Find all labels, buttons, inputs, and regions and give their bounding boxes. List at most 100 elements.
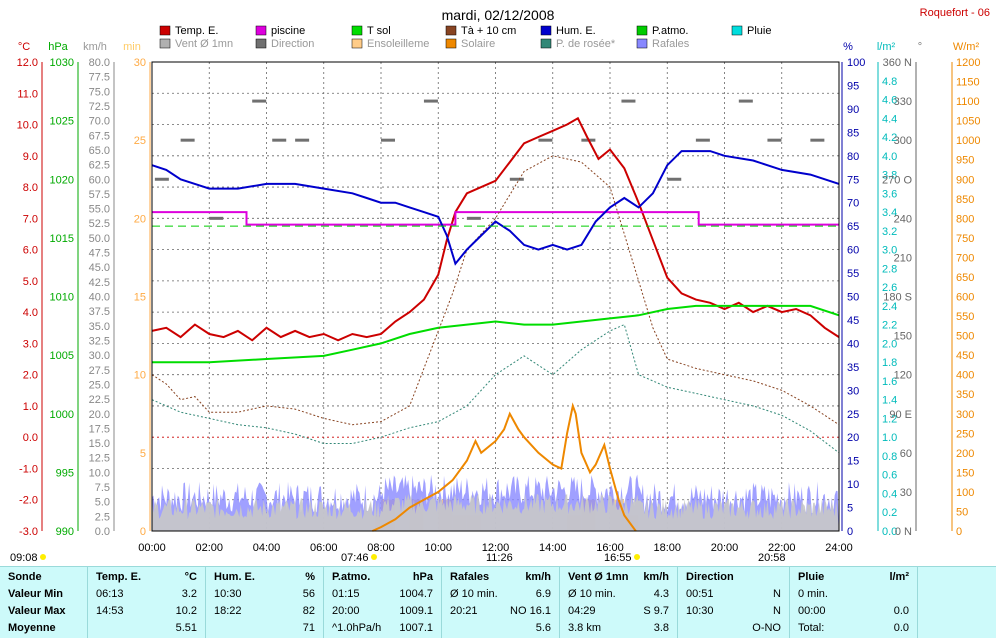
series-line-t-sol xyxy=(152,304,840,364)
wind-tick-label: 27.5 xyxy=(89,365,110,377)
solar-tick-label: 500 xyxy=(956,331,974,343)
dir-axis-unit: ° xyxy=(918,41,922,53)
stats-rain-title: Pluie xyxy=(798,571,825,583)
sunset-label: 16:55 xyxy=(604,552,632,564)
solar-axis-unit: W/m² xyxy=(953,41,980,53)
stats-rain-unit: l/m² xyxy=(889,571,909,583)
wind-tick-label: 2.5 xyxy=(95,511,110,523)
patm-tick-label: 990 xyxy=(56,526,74,538)
patm-axis-unit: hPa xyxy=(48,41,68,53)
wind-tick-label: 20.0 xyxy=(89,409,110,421)
temp-tick-label: -2.0 xyxy=(19,495,38,507)
stats-col-gust: Rafales km/h Ø 10 min. 6.9 20:21 NO 16.1 5.6 xyxy=(442,567,560,638)
hum-tick-label: 50 xyxy=(847,292,859,304)
stats-patm-value: 1009.1 xyxy=(399,605,433,617)
stats-col-sonde: Sonde Valeur Min Valeur Max Moyenne xyxy=(0,567,88,638)
stats-patm-value: 1004.7 xyxy=(399,588,433,600)
stats-rain-value: 0.0 xyxy=(893,622,909,634)
rain-tick-label: 0.2 xyxy=(882,507,897,519)
transit-label: 11:26 xyxy=(486,552,513,564)
patm-tick-label: 1015 xyxy=(50,233,74,245)
hum-tick-label: 60 xyxy=(847,245,859,257)
wind-tick-label: 52.5 xyxy=(89,218,110,230)
stats-patm-value: 1007.1 xyxy=(399,622,433,634)
legend-label: Vent Ø 1mn xyxy=(175,38,233,50)
rain-tick-label: 4.2 xyxy=(882,132,897,144)
solar-tick-label: 900 xyxy=(956,174,974,186)
axes: 12.0 11.0 10.0 9.0 8.0 7.0 6.0 5.0 4.0 3.0 2.0 1.0 0… xyxy=(17,57,981,554)
rain-tick-label: 2.4 xyxy=(882,301,897,313)
rain-tick-label: 0.8 xyxy=(882,451,897,463)
wind-areas xyxy=(152,474,839,531)
wind-area xyxy=(152,493,839,531)
hum-tick-label: 80 xyxy=(847,151,859,163)
stats-dir-value: N xyxy=(773,588,781,600)
sunshine-tick-label: 15 xyxy=(134,292,146,304)
hum-tick-label: 15 xyxy=(847,456,859,468)
dir-tick-label: 120 xyxy=(894,370,912,382)
solar-tick-label: 250 xyxy=(956,428,974,440)
solar-tick-label: 300 xyxy=(956,409,974,421)
rain-axis-unit: l/m² xyxy=(877,41,896,53)
stats-hum-value: 82 xyxy=(302,605,315,617)
sunset-icon xyxy=(634,554,640,560)
temp-tick-label: 5.0 xyxy=(23,276,38,288)
weather-chart: mardi, 02/12/2008 Roquefort - 06 Temp. E… xyxy=(10,7,990,564)
patm-tick-label: 1000 xyxy=(50,409,74,421)
legend-swatch xyxy=(636,38,648,49)
x-tick-label: 24:00 xyxy=(825,542,853,554)
stats-gust-title: Rafales xyxy=(450,571,490,583)
rain-tick-label: 4.8 xyxy=(882,76,897,88)
hum-tick-label: 85 xyxy=(847,127,859,139)
stats-gust-label: Ø 10 min. xyxy=(450,588,498,600)
wind-tick-label: 70.0 xyxy=(89,116,110,128)
solar-tick-label: 400 xyxy=(956,370,974,382)
legend-label: Temp. E. xyxy=(175,25,218,37)
stats-wind-unit: km/h xyxy=(643,571,669,583)
hum-tick-label: 30 xyxy=(847,385,859,397)
stats-rain-label: Total: xyxy=(798,622,825,634)
stats-temp-label: 14:53 xyxy=(96,605,124,617)
sunrise-label: 07:46 xyxy=(341,552,369,564)
wind-tick-label: 65.0 xyxy=(89,145,110,157)
solar-tick-label: 1100 xyxy=(956,96,980,108)
legend-label: piscine xyxy=(271,25,305,37)
stats-row-min: Valeur Min xyxy=(8,588,64,600)
stats-col-temp: Temp. E. °C 06:13 3.2 14:53 10.2 5.51 xyxy=(88,567,206,638)
solar-tick-label: 50 xyxy=(956,506,968,518)
moon-rise-label: 09:08 xyxy=(10,552,38,564)
stats-hum-label: 10:30 xyxy=(214,588,242,600)
rain-tick-label: 2.6 xyxy=(882,282,897,294)
legend-label: Pluie xyxy=(747,25,771,37)
stats-gust-value: 6.9 xyxy=(535,588,551,600)
rain-tick-label: 3.4 xyxy=(882,207,897,219)
temp-tick-label: 2.0 xyxy=(23,370,38,382)
wind-tick-label: 67.5 xyxy=(89,130,110,142)
rain-tick-label: 1.6 xyxy=(882,376,897,388)
stats-wind-value: S 9.7 xyxy=(643,605,669,617)
x-tick-label: 10:00 xyxy=(424,542,452,554)
dir-tick-label: 180 S xyxy=(883,292,912,304)
rain-tick-label: 1.2 xyxy=(882,413,897,425)
solar-tick-label: 600 xyxy=(956,292,974,304)
rain-tick-label: 4.0 xyxy=(882,151,897,163)
dir-tick-label: 210 xyxy=(894,252,912,264)
hum-tick-label: 10 xyxy=(847,479,859,491)
stats-dir-value: O-NO xyxy=(752,622,781,634)
stats-hum-title: Hum. E. xyxy=(214,571,255,583)
stats-temp-title: Temp. E. xyxy=(96,571,142,583)
stats-col-hum: Hum. E.% 10:30 56 18:22 82 71 xyxy=(206,567,324,638)
temp-tick-label: 10.0 xyxy=(17,120,38,132)
stats-patm-label: ^1.0hPa/h xyxy=(332,622,382,634)
stats-wind-value: 3.8 xyxy=(653,622,669,634)
stats-dir-label: 00:51 xyxy=(686,588,714,600)
stats-temp-value: 3.2 xyxy=(181,588,197,600)
legend-label: Rafales xyxy=(652,38,690,50)
dir-tick-label: 300 xyxy=(894,135,912,147)
moon-rise-icon xyxy=(40,554,46,560)
solar-tick-label: 700 xyxy=(956,252,974,264)
legend-swatch xyxy=(731,25,743,36)
rain-tick-label: 3.8 xyxy=(882,170,897,182)
stats-wind-label: 3.8 km xyxy=(568,622,602,634)
wind-tick-label: 42.5 xyxy=(89,277,110,289)
